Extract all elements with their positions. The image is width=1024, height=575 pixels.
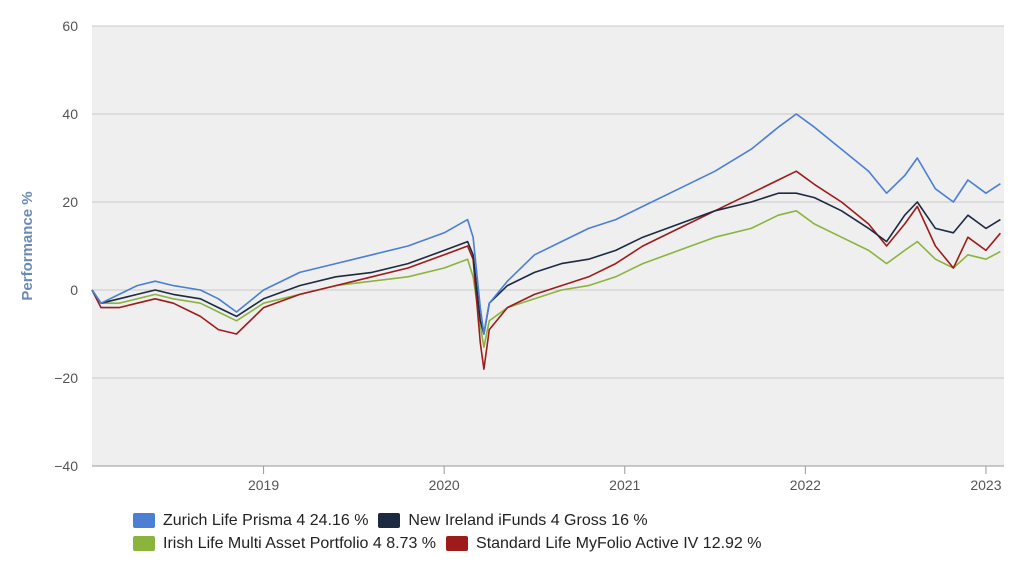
y-axis-label: Performance %	[19, 191, 36, 300]
y-tick-label: −20	[54, 370, 78, 386]
x-tick-label: 2020	[429, 477, 460, 493]
x-tick-label: 2023	[970, 477, 1001, 493]
series-line-standard-life-myfolio-active-iv[interactable]	[91, 170, 1002, 371]
series-lines	[91, 113, 1002, 371]
legend-label-zurich: Zurich Life Prisma 4 24.16 %	[163, 511, 369, 529]
y-tick-label: 20	[62, 194, 78, 210]
x-tick-label: 2021	[609, 477, 640, 493]
legend-label-new-ireland: New Ireland iFunds 4 Gross 16 %	[408, 511, 648, 529]
legend-label-standard-life: Standard Life MyFolio Active IV 12.92 %	[476, 534, 762, 552]
y-axis-ticks: −40 −20 0 20 40 60	[54, 18, 78, 474]
x-tick-label: 2022	[790, 477, 821, 493]
legend-swatch-standard-life	[446, 536, 469, 551]
y-tick-label: −40	[54, 458, 78, 474]
series-line-zurich-life-prisma-4[interactable]	[91, 113, 1001, 335]
x-tick-label: 2019	[248, 477, 279, 493]
legend-swatch-zurich	[133, 513, 155, 528]
series-line-new-ireland-ifunds-4-gross[interactable]	[91, 192, 1001, 335]
legend-swatch-new-ireland	[378, 513, 401, 528]
legend-label-irish-life: Irish Life Multi Asset Portfolio 4 8.73 …	[163, 534, 437, 552]
legend-row-2: Irish Life Multi Asset Portfolio 4 8.73 …	[133, 532, 933, 555]
legend: Zurich Life Prisma 4 24.16 % New Ireland…	[133, 509, 933, 555]
plot-background	[92, 26, 1004, 466]
legend-item-standard-life[interactable]: Standard Life MyFolio Active IV 12.92 %	[446, 534, 762, 553]
legend-swatch-irish-life	[133, 536, 155, 551]
y-tick-label: 40	[62, 106, 78, 122]
legend-item-zurich[interactable]: Zurich Life Prisma 4 24.16 %	[133, 512, 368, 530]
y-tick-label: 0	[70, 282, 78, 298]
legend-row-1: Zurich Life Prisma 4 24.16 % New Ireland…	[133, 509, 933, 532]
grid-lines	[92, 25, 1004, 379]
performance-chart: −40 −20 0 20 40 60 2019 2020 2021 2022 2023 Perfo…	[19, 18, 1004, 493]
x-axis-ticks: 2019 2020 2021 2022 2023	[248, 466, 1002, 493]
y-tick-label: 60	[62, 18, 78, 34]
legend-item-irish-life[interactable]: Irish Life Multi Asset Portfolio 4 8.73 …	[133, 535, 436, 553]
legend-item-new-ireland[interactable]: New Ireland iFunds 4 Gross 16 %	[378, 511, 648, 530]
series-line-irish-life-multi-asset-portfolio-4[interactable]	[91, 210, 1001, 349]
